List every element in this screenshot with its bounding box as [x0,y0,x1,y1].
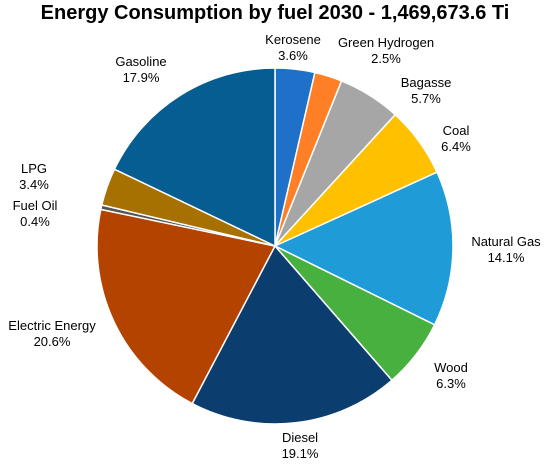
slice-name-label-bagasse: Bagasse [401,75,452,90]
pie-slice-diesel [191,244,393,425]
slice-name-label-gasoline: Gasoline [115,54,166,69]
slice-name-label-wood: Wood [434,360,468,375]
pie-slices [96,67,454,425]
slice-percent-label-gasoline: 17.9% [123,70,160,85]
slice-percent-label-coal: 6.4% [441,139,471,154]
slice-name-label-coal: Coal [443,123,470,138]
slice-name-label-lpg: LPG [21,161,47,176]
chart-title: Energy Consumption by fuel 2030 - 1,469,… [40,2,510,24]
slice-name-label-natural-gas: Natural Gas [471,234,541,249]
slice-percent-label-wood: 6.3% [436,376,466,391]
pie-slice-electric-energy [96,208,277,405]
slice-percent-label-natural-gas: 14.1% [488,250,525,265]
pie-slice-natural-gas [273,171,454,326]
slice-percent-label-lpg: 3.4% [19,177,49,192]
slice-percent-label-kerosene: 3.6% [278,48,308,63]
slice-name-label-fuel-oil: Fuel Oil [13,198,58,213]
slice-percent-label-bagasse: 5.7% [411,91,441,106]
pie-slice-gasoline [113,67,276,248]
slice-name-label-diesel: Diesel [282,430,318,445]
slice-percent-label-diesel: 19.1% [282,446,319,461]
slice-percent-label-green-hydrogen: 2.5% [371,51,401,66]
slice-percent-label-electric-energy: 20.6% [34,334,71,349]
slice-name-label-electric-energy: Electric Energy [8,318,96,333]
slice-name-label-green-hydrogen: Green Hydrogen [338,35,434,50]
slice-name-label-kerosene: Kerosene [265,32,321,47]
slice-percent-label-fuel-oil: 0.4% [20,214,50,229]
